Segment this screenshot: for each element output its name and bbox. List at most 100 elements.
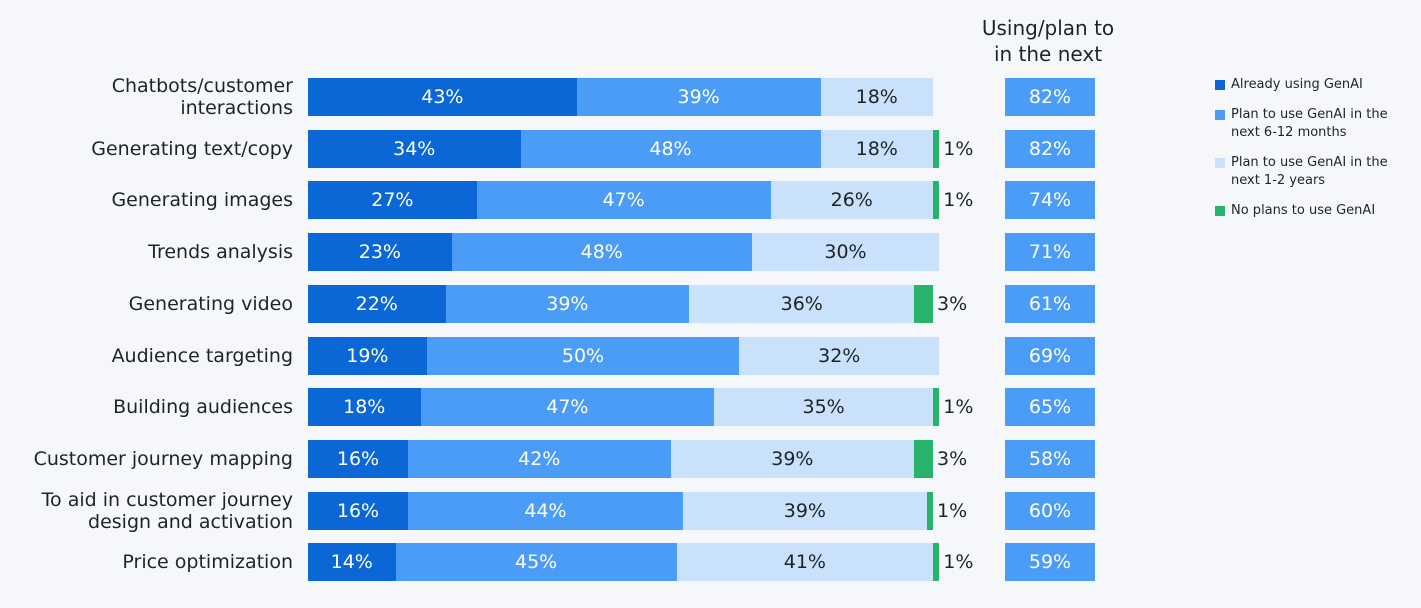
bar-segment bbox=[420, 388, 715, 427]
value-label: 23% bbox=[358, 241, 401, 264]
bar-segment bbox=[683, 491, 927, 530]
bar-segment bbox=[933, 181, 940, 220]
value-label: 1% bbox=[943, 396, 974, 419]
value-label: 22% bbox=[355, 292, 398, 315]
side-box bbox=[1005, 439, 1095, 478]
value-label: 18% bbox=[343, 396, 386, 419]
value-label: 1% bbox=[943, 189, 974, 212]
value-label: 26% bbox=[830, 189, 873, 212]
bar-segment bbox=[308, 129, 521, 168]
value-label: 43% bbox=[421, 86, 464, 108]
category-label: Trends analysis bbox=[148, 241, 293, 264]
side-title: in the next bbox=[993, 42, 1103, 66]
category-label: Building audiences bbox=[113, 396, 293, 419]
value-label: 47% bbox=[602, 189, 645, 212]
bar-segment bbox=[308, 284, 446, 323]
value-label: 39% bbox=[783, 499, 826, 522]
value-label: 39% bbox=[677, 86, 720, 108]
value-label: 34% bbox=[393, 137, 436, 160]
side-box bbox=[1005, 284, 1095, 323]
bar-segment bbox=[714, 388, 933, 427]
bar-segment bbox=[308, 181, 477, 220]
bar-segment bbox=[395, 543, 677, 582]
bar-segment bbox=[676, 543, 933, 582]
side-box bbox=[1005, 181, 1095, 220]
legend-label: Plan to use GenAI in the next 6-12 month… bbox=[1231, 107, 1388, 140]
bar-segment bbox=[820, 129, 933, 168]
value-label: 48% bbox=[580, 241, 623, 264]
legend-swatch bbox=[1215, 80, 1225, 90]
bar-segment bbox=[670, 439, 915, 478]
value-label: 50% bbox=[561, 344, 605, 367]
legend-label: Plan to use GenAI in the next 1-2 years bbox=[1231, 155, 1388, 188]
bar-segment bbox=[408, 439, 671, 478]
bar-segment bbox=[308, 78, 577, 116]
bar-segment bbox=[820, 78, 933, 116]
side-value: 65% bbox=[1028, 396, 1072, 419]
side-box bbox=[1005, 233, 1095, 272]
bar-segment bbox=[308, 543, 396, 582]
category-label: Price optimization bbox=[122, 551, 293, 574]
bar-segment bbox=[476, 181, 771, 220]
value-label: 16% bbox=[336, 447, 380, 470]
bar-segment bbox=[308, 336, 427, 375]
side-value: 60% bbox=[1028, 499, 1072, 522]
legend-swatch bbox=[1215, 158, 1225, 168]
value-label: 41% bbox=[783, 551, 826, 574]
side-value: 61% bbox=[1028, 292, 1072, 315]
side-box bbox=[1005, 78, 1095, 116]
bar-segment bbox=[933, 129, 940, 168]
side-value: 59% bbox=[1028, 551, 1072, 574]
bar-segment bbox=[926, 491, 933, 530]
category-label: Generating images bbox=[111, 189, 293, 212]
category-label: Chatbots/customer interactions bbox=[111, 75, 293, 119]
value-label: 19% bbox=[346, 344, 389, 367]
bar-segment bbox=[770, 181, 933, 220]
value-label: 30% bbox=[824, 241, 867, 264]
side-box bbox=[1005, 388, 1095, 427]
value-label: 39% bbox=[546, 292, 589, 315]
side-value: 82% bbox=[1028, 86, 1072, 108]
legend-swatch bbox=[1215, 110, 1225, 120]
bar-segment bbox=[308, 233, 452, 272]
side-value: 71% bbox=[1028, 241, 1072, 264]
side-box bbox=[1005, 129, 1095, 168]
value-label: 36% bbox=[780, 292, 823, 315]
value-label: 39% bbox=[771, 447, 814, 470]
side-value: 58% bbox=[1028, 447, 1072, 470]
value-label: 18% bbox=[855, 86, 898, 108]
value-label: 1% bbox=[943, 137, 974, 160]
value-label: 3% bbox=[937, 447, 968, 470]
value-label: 27% bbox=[371, 189, 414, 212]
value-label: 44% bbox=[524, 499, 567, 522]
value-label: 3% bbox=[937, 292, 968, 315]
value-label: 16% bbox=[336, 499, 380, 522]
bar-segment bbox=[689, 284, 915, 323]
category-label: Generating video bbox=[128, 292, 293, 315]
category-label: Customer journey mapping bbox=[33, 447, 293, 470]
bar-segment bbox=[933, 388, 940, 427]
legend-swatch bbox=[1215, 206, 1225, 216]
bar-segment bbox=[308, 439, 408, 478]
value-label: 48% bbox=[649, 137, 692, 160]
bar-segment bbox=[451, 233, 752, 272]
value-label: 14% bbox=[330, 551, 373, 574]
side-title: Using/plan to bbox=[981, 16, 1115, 40]
value-label: 1% bbox=[937, 499, 968, 522]
side-value: 74% bbox=[1028, 189, 1072, 212]
category-label: Audience targeting bbox=[111, 344, 293, 367]
legend-label: Already using GenAI bbox=[1231, 77, 1363, 92]
bar-segment bbox=[308, 491, 408, 530]
side-box bbox=[1005, 336, 1095, 375]
side-value: 69% bbox=[1028, 344, 1072, 367]
bar-segment bbox=[520, 129, 821, 168]
bar-segment bbox=[426, 336, 740, 375]
bar-segment bbox=[933, 543, 940, 582]
value-label: 18% bbox=[855, 137, 898, 160]
category-label: To aid in customer journey design and ac… bbox=[41, 488, 293, 533]
bar-segment bbox=[576, 78, 821, 116]
legend-label: No plans to use GenAI bbox=[1231, 203, 1376, 218]
value-label: 42% bbox=[518, 447, 561, 470]
bar-segment bbox=[739, 336, 940, 375]
